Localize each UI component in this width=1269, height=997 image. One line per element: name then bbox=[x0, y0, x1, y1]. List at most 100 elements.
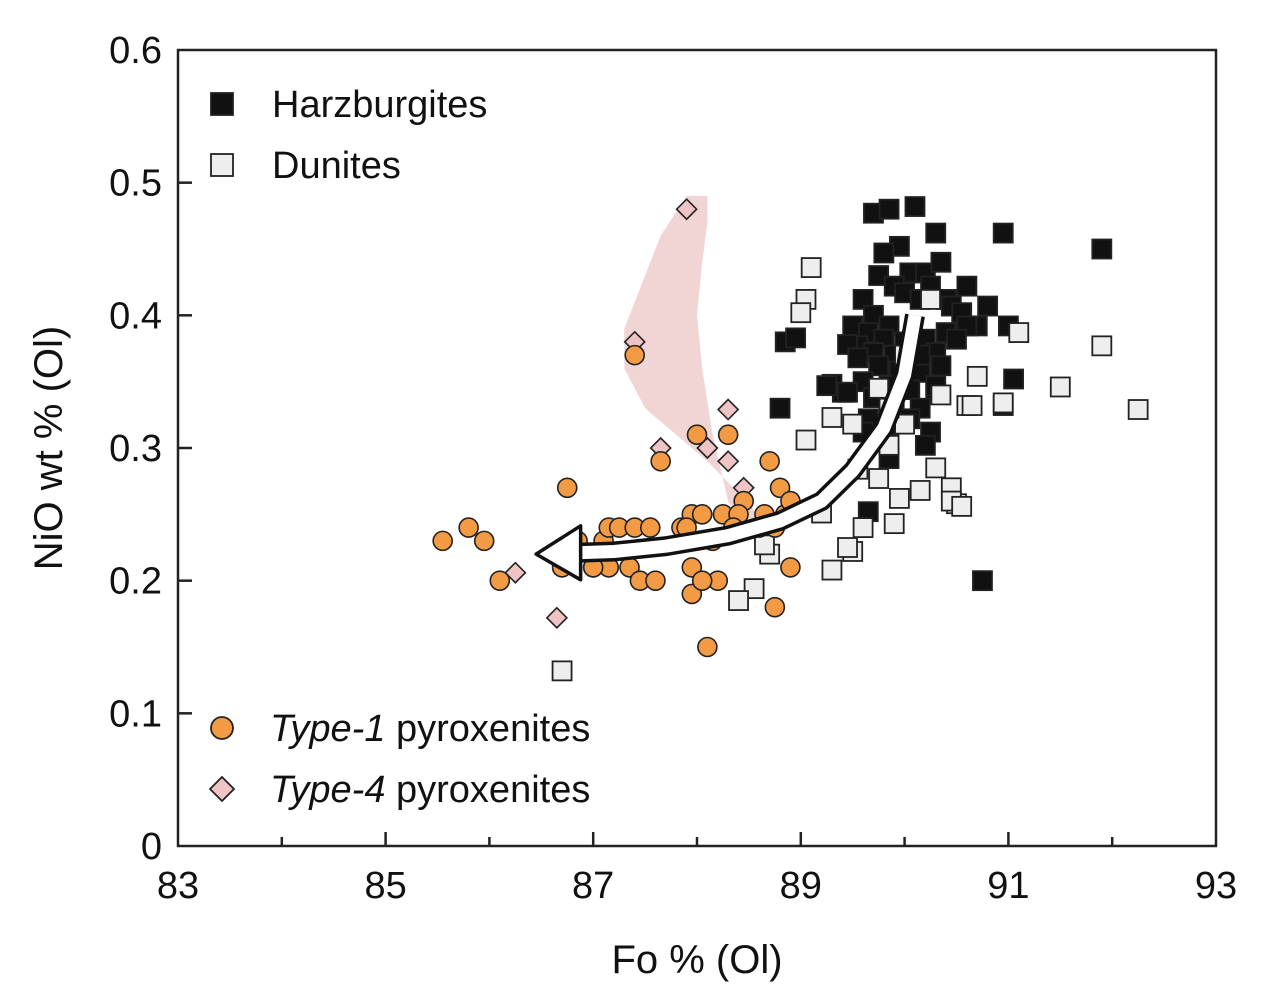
trend-arrow-head bbox=[534, 524, 583, 582]
dunite-point bbox=[992, 392, 1014, 414]
harzburgite-point bbox=[956, 275, 978, 297]
legend-bottom: Type-1 pyroxenites Type-4 pyroxenites bbox=[208, 708, 590, 811]
x-tick-label: 93 bbox=[1195, 865, 1237, 907]
harzburgite-point bbox=[914, 434, 936, 456]
type-1-pyroxenite-point bbox=[764, 596, 786, 618]
y-tick-label: 0 bbox=[141, 826, 162, 868]
dunite-point bbox=[889, 488, 910, 509]
type-4-pyroxenite-point bbox=[504, 561, 527, 584]
dunite-point bbox=[1049, 376, 1071, 398]
dunite-point bbox=[868, 377, 890, 399]
dunite-point bbox=[821, 559, 843, 581]
dunite-point bbox=[920, 289, 941, 310]
y-tick-label: 0.4 bbox=[109, 295, 162, 337]
harzburgite-point bbox=[904, 196, 926, 217]
type-4-pyroxenite-point bbox=[675, 198, 698, 221]
type-1-pyroxenite-point bbox=[639, 517, 661, 538]
dunite-point bbox=[551, 660, 573, 682]
legend-marker bbox=[210, 716, 234, 740]
dunite-point bbox=[951, 495, 973, 517]
legend-label: Type-4 pyroxenites bbox=[270, 769, 590, 811]
type-1-pyroxenite-point bbox=[432, 530, 453, 552]
type-1-pyroxenite-point bbox=[759, 450, 780, 472]
dunite-point bbox=[1091, 335, 1113, 357]
x-tick-label: 83 bbox=[157, 865, 199, 907]
y-tick-label: 0.3 bbox=[109, 428, 162, 470]
y-axis: 0 0.1 0.2 0.3 0.4 0.5 0.6 bbox=[109, 30, 192, 868]
dunite-point bbox=[909, 480, 931, 501]
legend-label: Dunites bbox=[272, 145, 401, 187]
harzburgite-point bbox=[930, 355, 952, 377]
harzburgite-point bbox=[946, 328, 967, 350]
x-tick-label: 87 bbox=[572, 865, 614, 907]
legend-label: Harzburgites bbox=[272, 84, 487, 126]
trend-arrow-body bbox=[577, 314, 922, 560]
y-tick-label: 0.5 bbox=[109, 163, 162, 205]
harzburgite-point bbox=[837, 381, 858, 403]
dunite-point bbox=[842, 413, 864, 435]
type-1-pyroxenite-point bbox=[473, 530, 495, 552]
harzburgite-point bbox=[992, 222, 1014, 244]
dunite-point bbox=[930, 384, 952, 406]
y-tick-label: 0.2 bbox=[109, 561, 162, 603]
harzburgite-point bbox=[873, 242, 895, 264]
x-axis: 83 85 87 89 91 93 bbox=[157, 832, 1237, 907]
type-1-pyroxenite-point bbox=[650, 450, 671, 472]
dunite-point bbox=[868, 468, 890, 489]
x-tick-label: 85 bbox=[364, 865, 406, 907]
type-4-pyroxenite-point bbox=[717, 398, 740, 421]
type-4-pyroxenite-point bbox=[545, 606, 569, 629]
dunite-point bbox=[743, 578, 765, 600]
legend-marker bbox=[210, 153, 234, 177]
dunite-point bbox=[925, 457, 947, 479]
harzburgite-point bbox=[977, 295, 999, 317]
dunite-point bbox=[961, 395, 983, 416]
type-1-pyroxenite-point bbox=[489, 570, 511, 591]
type-1-pyroxenite-point bbox=[780, 557, 801, 578]
harzburgite-point bbox=[930, 251, 952, 273]
type-1-pyroxenite-point bbox=[717, 424, 739, 446]
y-tick-label: 0.1 bbox=[109, 693, 162, 735]
dunite-point bbox=[852, 517, 874, 538]
dunite-point bbox=[1008, 322, 1030, 343]
type-4-field-shading bbox=[624, 195, 760, 535]
y-axis-title: NiO wt % (Ol) bbox=[27, 326, 71, 570]
dunite-point bbox=[790, 302, 812, 324]
harzburgite-point bbox=[769, 397, 791, 419]
type-1-pyroxenite-point bbox=[556, 477, 578, 499]
type-1-pyroxenite-point bbox=[458, 517, 479, 538]
dunite-point bbox=[728, 590, 749, 611]
legend-marker bbox=[208, 775, 236, 803]
dunite-point bbox=[800, 257, 822, 278]
dunite-point bbox=[795, 429, 817, 451]
y-tick-label: 0.6 bbox=[109, 30, 162, 72]
x-tick-label: 91 bbox=[987, 865, 1029, 907]
dunite-point bbox=[837, 537, 858, 558]
harzburgite-point bbox=[868, 265, 890, 286]
harzburgite-point bbox=[1003, 368, 1024, 390]
harzburgite-point bbox=[1091, 238, 1113, 260]
dunite-point bbox=[883, 513, 905, 535]
type-1-pyroxenite-point bbox=[691, 570, 713, 591]
harzburgite-point bbox=[925, 222, 947, 244]
harzburgite-point bbox=[785, 327, 807, 349]
x-axis-title: Fo % (Ol) bbox=[611, 938, 782, 982]
dunite-point bbox=[966, 365, 988, 387]
type-1-pyroxenite-point bbox=[624, 344, 646, 366]
harzburgite-point bbox=[972, 570, 993, 592]
legend-top: Harzburgites Dunites bbox=[210, 84, 487, 187]
type-1-pyroxenite-point bbox=[645, 570, 666, 591]
legend-label: Type-1 pyroxenites bbox=[270, 708, 590, 750]
type-4-pyroxenite-point bbox=[717, 450, 740, 473]
type-1-pyroxenite-point bbox=[697, 636, 718, 658]
harzburgite-point bbox=[847, 347, 869, 369]
type-1-pyroxenite-point bbox=[686, 424, 708, 446]
plot-area bbox=[432, 195, 1149, 682]
dunite-point bbox=[821, 407, 843, 428]
x-tick-label: 89 bbox=[780, 865, 822, 907]
trend-arrow bbox=[534, 313, 925, 582]
harzburgite-point bbox=[816, 375, 838, 397]
legend-marker bbox=[210, 92, 234, 116]
harzburgite-point bbox=[878, 198, 900, 220]
